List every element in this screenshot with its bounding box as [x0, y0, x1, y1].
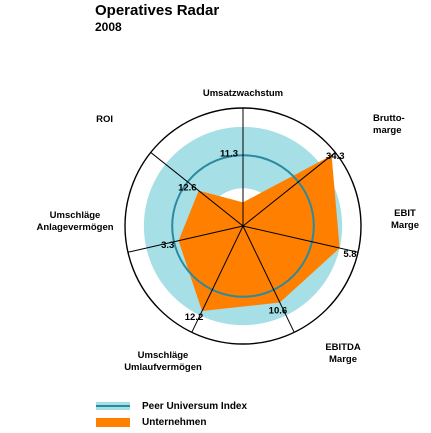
legend-item-company: Unternehmen: [96, 414, 247, 430]
axis-label-2-line-1: Marge: [391, 220, 419, 231]
spoke-6: [150, 152, 244, 227]
axis-label-3-line-1: Marge: [329, 354, 357, 365]
legend-item-peer: Peer Universum Index: [96, 398, 247, 414]
spoke-3: [242, 225, 295, 333]
value-label-6: 12.6: [178, 182, 197, 193]
axis-label-4-line-1: Umlaufvermögen: [124, 362, 202, 373]
spoke-5: [127, 225, 244, 253]
axis-label-2-line-0: EBIT: [394, 208, 416, 219]
legend-swatch-peer: [96, 402, 130, 410]
axis-label-1: Brutto-marge: [373, 113, 405, 136]
axis-label-5: Umschläge Anlagevermögen: [36, 210, 113, 233]
spoke-1: [242, 152, 336, 227]
axis-label-0: Umsatzwachstum: [203, 88, 283, 99]
axis-label-6-line-0: ROI: [96, 114, 113, 125]
chart-subtitle: 2008: [95, 20, 122, 34]
axis-label-5-line-0: Umschläge: [50, 210, 101, 221]
value-label-3: 10.6: [269, 305, 288, 316]
axis-label-4-line-0: Umschläge: [138, 350, 189, 361]
legend-label-peer: Peer Universum Index: [142, 400, 248, 412]
value-label-0: 11.3: [220, 149, 238, 160]
spoke-4: [191, 225, 244, 333]
value-label-4: 12.2: [185, 312, 204, 323]
axis-label-1-line-1: marge: [373, 125, 402, 136]
axis-label-0-line-0: Umsatzwachstum: [203, 88, 283, 99]
radar-chart: 11.3 34.3 5.8 10.6 12.2 3.3 12.6 Umsatzwachstum…: [36, 88, 419, 373]
legend: Peer Universum Index Unternehmen: [96, 398, 247, 430]
axis-label-2: EBIT Marge: [391, 208, 419, 231]
spoke-2: [242, 225, 359, 253]
chart-title: Operatives Radar: [95, 2, 220, 19]
value-label-1: 34.3: [326, 151, 345, 162]
axis-label-3-line-0: EBITDA: [325, 342, 361, 353]
legend-swatch-company: [96, 417, 130, 427]
axis-label-6: ROI: [96, 114, 113, 125]
axis-label-1-line-0: Brutto-: [373, 113, 405, 124]
value-label-2: 5.8: [343, 249, 356, 260]
axis-label-5-line-1: Anlagevermögen: [36, 222, 113, 233]
value-label-5: 3.3: [161, 240, 174, 251]
axis-label-4: Umschläge Umlaufvermögen: [124, 350, 202, 373]
company-polygon: [178, 155, 340, 312]
axis-label-3: EBITDA Marge: [325, 342, 361, 365]
legend-label-company: Unternehmen: [142, 416, 207, 428]
